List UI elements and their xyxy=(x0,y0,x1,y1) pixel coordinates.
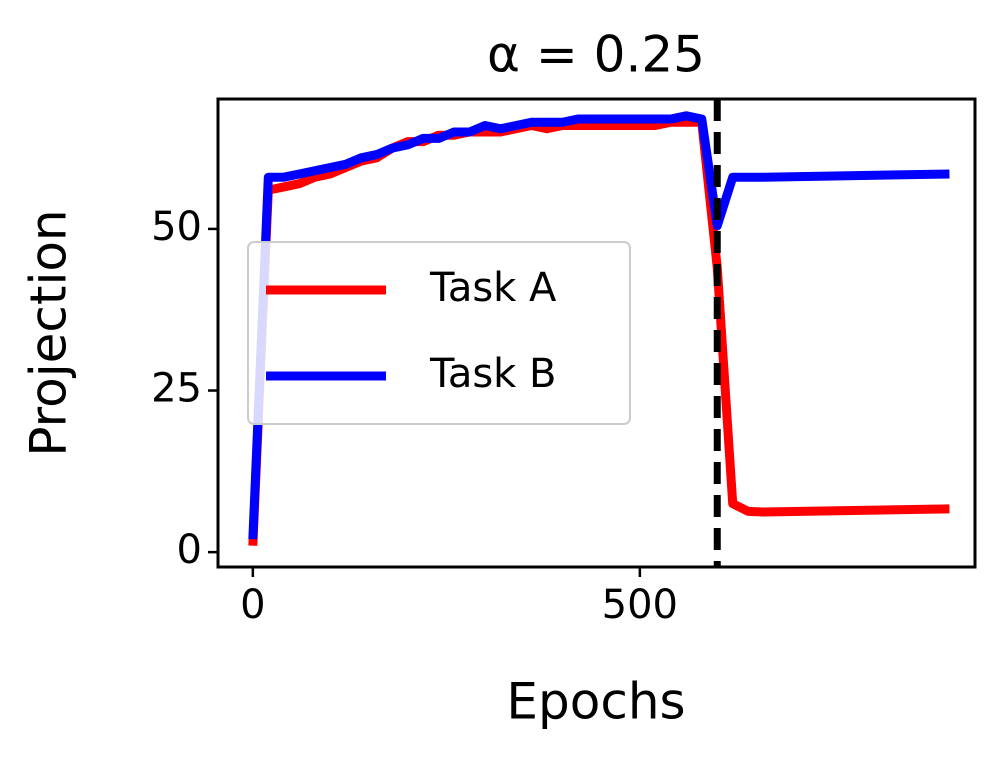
y-tick-label: 25 xyxy=(151,366,202,412)
y-tick-label: 0 xyxy=(177,527,202,573)
x-tick-label: 500 xyxy=(602,582,678,628)
x-tick-label: 0 xyxy=(240,582,265,628)
series-line xyxy=(248,111,950,540)
legend: Task A Task B xyxy=(247,241,631,425)
x-axis-label: Epochs xyxy=(506,673,685,731)
legend-label: Task A xyxy=(429,265,557,311)
legend-label: Task B xyxy=(429,351,556,397)
y-tick-label: 50 xyxy=(151,204,202,250)
y-axis-label: Projection xyxy=(20,209,78,456)
chart-title: α = 0.25 xyxy=(487,26,705,84)
plot-frame xyxy=(216,97,977,569)
